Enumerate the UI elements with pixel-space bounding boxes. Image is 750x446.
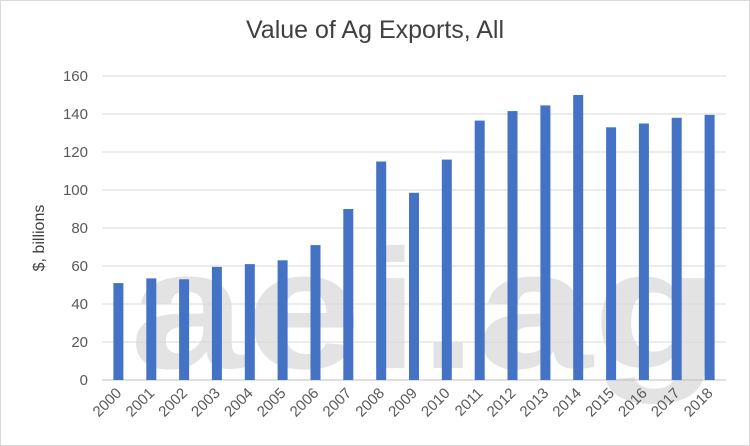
bar-2002 <box>179 279 190 380</box>
y-tick-label: 0 <box>80 372 88 389</box>
y-tick-labels: 0 20 40 60 80 100 120 140 160 <box>63 68 88 389</box>
bar-2004 <box>244 264 255 380</box>
bar-2017 <box>671 117 682 381</box>
y-tick-label: 20 <box>71 334 88 351</box>
bar-2000 <box>113 283 124 380</box>
bar-2008 <box>376 161 387 380</box>
bar-2006 <box>310 245 321 380</box>
bar-2018 <box>704 114 715 381</box>
y-tick-label: 40 <box>71 296 88 313</box>
bar-2003 <box>211 266 222 380</box>
bar-2009 <box>409 192 419 380</box>
bar-2014 <box>573 95 584 380</box>
y-tick-label: 160 <box>63 68 88 85</box>
y-tick-label: 80 <box>71 220 88 237</box>
bars <box>113 95 715 381</box>
bar-2016 <box>638 123 649 380</box>
chart-title: Value of Ag Exports, All <box>245 16 505 44</box>
x-tick-label: 2000 <box>90 385 126 421</box>
bar-2015 <box>606 127 617 380</box>
bar-2013 <box>540 105 551 381</box>
bar-2010 <box>441 159 452 380</box>
y-tick-label: 140 <box>63 106 88 123</box>
bar-2007 <box>343 209 354 380</box>
y-tick-label: 60 <box>71 258 88 275</box>
y-tick-label: 100 <box>63 182 88 199</box>
bar-2005 <box>277 260 288 380</box>
bar-2012 <box>507 111 518 380</box>
y-tick-label: 120 <box>63 144 88 161</box>
watermark-logo: aei.ag <box>130 215 720 405</box>
bar-2001 <box>146 278 157 380</box>
bar-2011 <box>474 120 485 380</box>
